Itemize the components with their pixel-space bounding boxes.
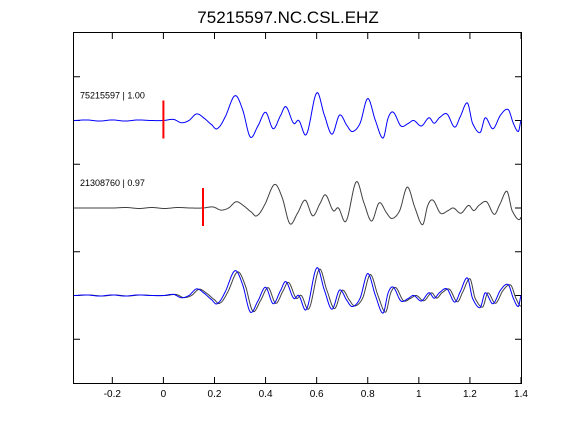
axis-ticks: -0.2 0 0.2 0.4 0.6 0.8 1 1.2 1.4	[74, 33, 528, 400]
waveform-correlated	[74, 180, 522, 226]
x-tick-label: 1.2	[463, 389, 477, 400]
trace-label: 21308760 | 0.97	[80, 178, 145, 188]
trace-labels-layer: 75215597 | 1.00 21308760 | 0.97	[80, 91, 145, 189]
traces-layer	[73, 92, 522, 314]
x-tick-label: 0	[161, 389, 167, 400]
x-tick-label: 0.6	[310, 389, 324, 400]
trace-label: 75215597 | 1.00	[80, 91, 145, 101]
waveform-master	[73, 92, 522, 139]
waveform-overlay	[73, 267, 522, 314]
x-tick-label: 0.4	[259, 389, 273, 400]
waveform-overlay-secondary	[74, 268, 522, 313]
x-tick-label: 1	[416, 389, 422, 400]
x-tick-label: 0.2	[208, 389, 222, 400]
x-tick-label: 1.4	[514, 389, 528, 400]
x-tick-label: -0.2	[104, 389, 122, 400]
x-tick-label: 0.8	[361, 389, 375, 400]
plot-area-frame	[73, 32, 522, 384]
chart-title: 75215597.NC.CSL.EHZ	[197, 8, 378, 27]
